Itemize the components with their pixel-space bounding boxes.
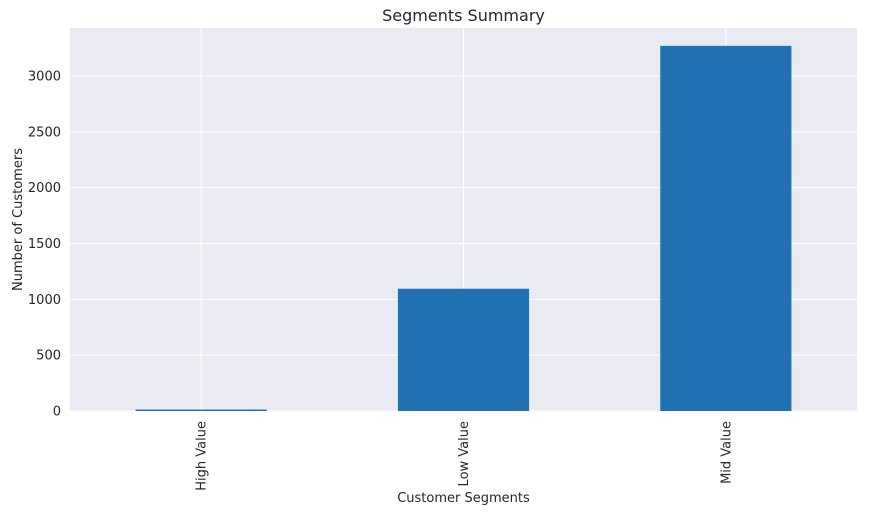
bar-low-value <box>397 288 530 411</box>
x-axis-label: Customer Segments <box>397 491 530 506</box>
y-axis-ticks: 0 500 1000 1500 2000 2500 3000 <box>28 70 61 420</box>
bars <box>135 45 792 411</box>
bar-mid-value <box>660 45 792 411</box>
y-tick-label: 2000 <box>28 181 61 196</box>
bar-high-value <box>135 409 267 411</box>
y-tick-label: 0 <box>53 405 61 420</box>
chart-title: Segments Summary <box>382 6 545 25</box>
y-tick-label: 1000 <box>28 293 61 308</box>
y-tick-label: 1500 <box>28 237 61 252</box>
x-tick-label: Mid Value <box>719 421 734 484</box>
x-axis-ticks: High Value Low Value Mid Value <box>195 421 735 491</box>
y-tick-label: 2500 <box>28 125 61 140</box>
x-tick-label: Low Value <box>457 421 472 486</box>
y-tick-label: 3000 <box>28 70 61 85</box>
x-tick-label: High Value <box>195 421 210 491</box>
y-tick-label: 500 <box>36 349 61 364</box>
y-axis-label: Number of Customers <box>11 148 26 291</box>
